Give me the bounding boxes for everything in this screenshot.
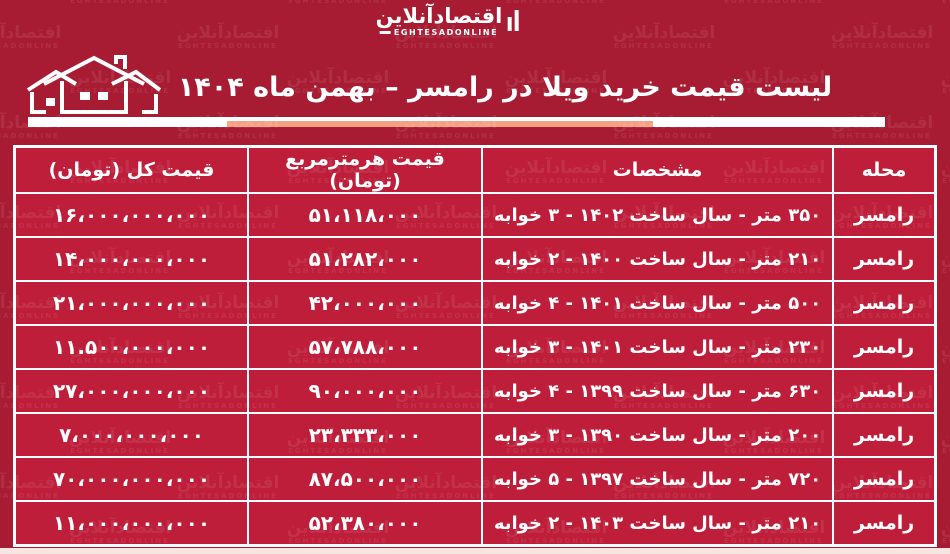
cell-total-price: ۷،۰۰۰،۰۰۰،۰۰۰ — [16, 414, 247, 456]
page-title: لیست قیمت خرید ویلا در رامسر – بهمن ماه … — [177, 72, 833, 103]
cell-price-per-m2: ۵۱،۲۸۲،۰۰۰ — [249, 238, 481, 280]
cell-total-price: ۷۰،۰۰۰،۰۰۰،۰۰۰ — [16, 458, 247, 500]
cell-price-per-m2: ۴۲،۰۰۰،۰۰۰ — [249, 282, 481, 324]
cell-total-price: ۲۷،۰۰۰،۰۰۰،۰۰۰ — [16, 370, 247, 412]
cell-specs: ۲۱۰ متر - سال ساخت ۱۴۰۰ - ۲ خوابه — [483, 238, 832, 280]
cell-neighborhood: رامسر — [834, 238, 934, 280]
cell-total-price: ۱۱،۰۰۰،۰۰۰،۰۰۰ — [16, 502, 247, 544]
cell-neighborhood: رامسر — [834, 282, 934, 324]
cell-neighborhood: رامسر — [834, 414, 934, 456]
cell-specs: ۲۳۰ متر - سال ساخت ۱۴۰۱ - ۳ خوابه — [483, 326, 832, 368]
cell-price-per-m2: ۵۷،۷۸۸،۰۰۰ — [249, 326, 481, 368]
cell-price-per-m2: ۹۰،۰۰۰،۰۰۰ — [249, 370, 481, 412]
column-header-specs: مشخصات — [483, 148, 832, 192]
column-header-neighborhood: محله — [834, 148, 934, 192]
column-header-total-price: قیمت کل (تومان) — [16, 148, 247, 192]
cell-total-price: ۱۶،۰۰۰،۰۰۰،۰۰۰ — [16, 194, 247, 236]
cell-specs: ۳۵۰ متر - سال ساخت ۱۴۰۲ - ۳ خوابه — [483, 194, 832, 236]
cell-specs: ۵۰۰ متر - سال ساخت ۱۴۰۱ - ۴ خوابه — [483, 282, 832, 324]
cell-price-per-m2: ۸۷،۵۰۰،۰۰۰ — [249, 458, 481, 500]
house-icon — [26, 55, 162, 114]
cell-total-price: ۱۱.۵۰۰،۰۰۰،۰۰۰ — [16, 326, 247, 368]
cell-total-price: ۱۴،۰۰۰،۰۰۰،۰۰۰ — [16, 238, 247, 280]
cell-neighborhood: رامسر — [834, 326, 934, 368]
logo-dash-icon — [379, 31, 391, 35]
cell-price-per-m2: ۲۳،۳۳۳،۰۰۰ — [249, 414, 481, 456]
column-header-price-per-m2: قیمت هرمترمربع (تومان) — [249, 148, 481, 192]
brand-name-latin: EGHTESADONLINE — [393, 28, 499, 38]
cell-specs: ۲۱۰ متر - سال ساخت ۱۴۰۳ - ۲ خوابه — [483, 502, 832, 544]
cell-neighborhood: رامسر — [834, 458, 934, 500]
brand-logo-text: اقتصادآنلاین EGHTESADONLINE — [376, 5, 503, 37]
cell-price-per-m2: ۵۱،۱۱۸،۰۰۰ — [249, 194, 481, 236]
cell-neighborhood: رامسر — [834, 370, 934, 412]
cell-specs: ۲۰۰ متر - سال ساخت ۱۳۹۰ - ۳ خوابه — [483, 414, 832, 456]
logo-bars-icon — [507, 10, 519, 37]
price-table: محله مشخصات قیمت هرمترمربع (تومان) قیمت … — [13, 145, 937, 547]
cell-neighborhood: رامسر — [834, 194, 934, 236]
brand-logo: اقتصادآنلاین EGHTESADONLINE — [376, 5, 519, 37]
cell-price-per-m2: ۵۲،۳۸۰،۰۰۰ — [249, 502, 481, 544]
title-underline-accent — [227, 121, 653, 127]
bottom-strip — [0, 548, 950, 554]
cell-total-price: ۲۱،۰۰۰،۰۰۰،۰۰۰ — [16, 282, 247, 324]
cell-specs: ۷۲۰ متر - سال ساخت ۱۳۹۷ - ۵ خوابه — [483, 458, 832, 500]
brand-name-farsi: اقتصادآنلاین — [375, 4, 503, 28]
cell-specs: ۶۳۰ متر - سال ساخت ۱۳۹۹ - ۴ خوابه — [483, 370, 832, 412]
title-underline — [28, 117, 885, 127]
cell-neighborhood: رامسر — [834, 502, 934, 544]
